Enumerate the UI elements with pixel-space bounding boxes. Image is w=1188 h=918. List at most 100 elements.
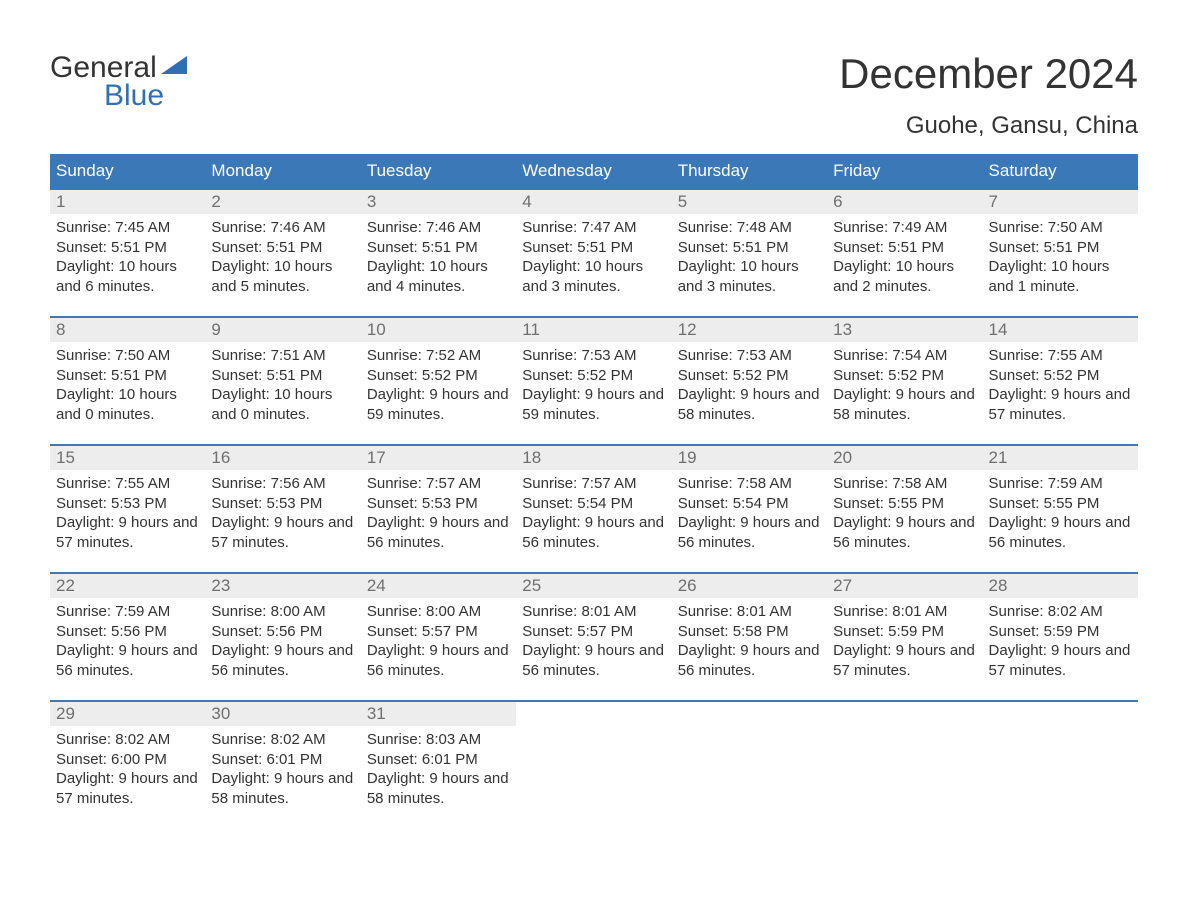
daylight-line: Daylight: 9 hours and 56 minutes. <box>833 513 976 552</box>
sunset-line: Sunset: 5:51 PM <box>367 238 510 258</box>
day-number: 7 <box>983 190 1138 214</box>
sunrise-line: Sunrise: 7:53 AM <box>522 346 665 366</box>
day-number: 20 <box>827 446 982 470</box>
day-cell: 7Sunrise: 7:50 AMSunset: 5:51 PMDaylight… <box>983 190 1138 302</box>
sunset-line: Sunset: 5:56 PM <box>211 622 354 642</box>
day-cell: 27Sunrise: 8:01 AMSunset: 5:59 PMDayligh… <box>827 574 982 686</box>
day-number: 15 <box>50 446 205 470</box>
sunrise-line: Sunrise: 8:00 AM <box>367 602 510 622</box>
week-row: 29Sunrise: 8:02 AMSunset: 6:00 PMDayligh… <box>50 700 1138 814</box>
sunrise-line: Sunrise: 7:48 AM <box>678 218 821 238</box>
sunrise-line: Sunrise: 8:00 AM <box>211 602 354 622</box>
week-row: 15Sunrise: 7:55 AMSunset: 5:53 PMDayligh… <box>50 444 1138 558</box>
day-number: 31 <box>361 702 516 726</box>
daylight-line: Daylight: 9 hours and 56 minutes. <box>211 641 354 680</box>
day-number: 22 <box>50 574 205 598</box>
day-body: Sunrise: 7:55 AMSunset: 5:52 PMDaylight:… <box>983 342 1138 430</box>
sunrise-line: Sunrise: 7:51 AM <box>211 346 354 366</box>
daylight-line: Daylight: 9 hours and 59 minutes. <box>522 385 665 424</box>
day-number: 28 <box>983 574 1138 598</box>
daylight-line: Daylight: 9 hours and 56 minutes. <box>989 513 1132 552</box>
day-cell: 6Sunrise: 7:49 AMSunset: 5:51 PMDaylight… <box>827 190 982 302</box>
day-body: Sunrise: 7:45 AMSunset: 5:51 PMDaylight:… <box>50 214 205 302</box>
daylight-line: Daylight: 10 hours and 1 minute. <box>989 257 1132 296</box>
day-body: Sunrise: 7:54 AMSunset: 5:52 PMDaylight:… <box>827 342 982 430</box>
day-cell: 22Sunrise: 7:59 AMSunset: 5:56 PMDayligh… <box>50 574 205 686</box>
sunset-line: Sunset: 5:53 PM <box>367 494 510 514</box>
sunset-line: Sunset: 5:59 PM <box>833 622 976 642</box>
day-cell: 21Sunrise: 7:59 AMSunset: 5:55 PMDayligh… <box>983 446 1138 558</box>
day-cell: 12Sunrise: 7:53 AMSunset: 5:52 PMDayligh… <box>672 318 827 430</box>
day-body: Sunrise: 8:01 AMSunset: 5:58 PMDaylight:… <box>672 598 827 686</box>
sunset-line: Sunset: 5:54 PM <box>678 494 821 514</box>
daylight-line: Daylight: 9 hours and 57 minutes. <box>989 641 1132 680</box>
logo-text-blue: Blue <box>50 81 187 111</box>
day-number: 23 <box>205 574 360 598</box>
calendar: Sunday Monday Tuesday Wednesday Thursday… <box>50 154 1138 814</box>
day-number: 6 <box>827 190 982 214</box>
sunrise-line: Sunrise: 7:59 AM <box>56 602 199 622</box>
day-body: Sunrise: 7:48 AMSunset: 5:51 PMDaylight:… <box>672 214 827 302</box>
sunset-line: Sunset: 6:01 PM <box>367 750 510 770</box>
day-body: Sunrise: 7:57 AMSunset: 5:53 PMDaylight:… <box>361 470 516 558</box>
day-cell: 11Sunrise: 7:53 AMSunset: 5:52 PMDayligh… <box>516 318 671 430</box>
sunset-line: Sunset: 5:51 PM <box>833 238 976 258</box>
day-number: 2 <box>205 190 360 214</box>
daylight-line: Daylight: 10 hours and 5 minutes. <box>211 257 354 296</box>
day-body: Sunrise: 7:50 AMSunset: 5:51 PMDaylight:… <box>983 214 1138 302</box>
day-body: Sunrise: 7:50 AMSunset: 5:51 PMDaylight:… <box>50 342 205 430</box>
day-body: Sunrise: 7:59 AMSunset: 5:55 PMDaylight:… <box>983 470 1138 558</box>
day-cell: 14Sunrise: 7:55 AMSunset: 5:52 PMDayligh… <box>983 318 1138 430</box>
sunset-line: Sunset: 5:51 PM <box>678 238 821 258</box>
sunrise-line: Sunrise: 7:53 AM <box>678 346 821 366</box>
day-number: 1 <box>50 190 205 214</box>
day-cell: 9Sunrise: 7:51 AMSunset: 5:51 PMDaylight… <box>205 318 360 430</box>
day-body: Sunrise: 7:52 AMSunset: 5:52 PMDaylight:… <box>361 342 516 430</box>
daylight-line: Daylight: 9 hours and 56 minutes. <box>522 641 665 680</box>
daylight-line: Daylight: 9 hours and 57 minutes. <box>989 385 1132 424</box>
sunset-line: Sunset: 5:54 PM <box>522 494 665 514</box>
sunset-line: Sunset: 5:53 PM <box>56 494 199 514</box>
daylight-line: Daylight: 10 hours and 3 minutes. <box>522 257 665 296</box>
sunset-line: Sunset: 5:53 PM <box>211 494 354 514</box>
sunrise-line: Sunrise: 8:02 AM <box>989 602 1132 622</box>
sunrise-line: Sunrise: 7:57 AM <box>367 474 510 494</box>
day-body: Sunrise: 8:00 AMSunset: 5:57 PMDaylight:… <box>361 598 516 686</box>
sunrise-line: Sunrise: 8:02 AM <box>56 730 199 750</box>
sunset-line: Sunset: 5:51 PM <box>211 238 354 258</box>
daylight-line: Daylight: 10 hours and 2 minutes. <box>833 257 976 296</box>
day-body: Sunrise: 7:53 AMSunset: 5:52 PMDaylight:… <box>672 342 827 430</box>
day-body: Sunrise: 8:00 AMSunset: 5:56 PMDaylight:… <box>205 598 360 686</box>
week-row: 22Sunrise: 7:59 AMSunset: 5:56 PMDayligh… <box>50 572 1138 686</box>
day-cell: 5Sunrise: 7:48 AMSunset: 5:51 PMDaylight… <box>672 190 827 302</box>
title-block: December 2024 Guohe, Gansu, China <box>839 50 1138 140</box>
day-cell: 26Sunrise: 8:01 AMSunset: 5:58 PMDayligh… <box>672 574 827 686</box>
day-body: Sunrise: 8:02 AMSunset: 6:01 PMDaylight:… <box>205 726 360 814</box>
day-body: Sunrise: 7:51 AMSunset: 5:51 PMDaylight:… <box>205 342 360 430</box>
day-cell: 25Sunrise: 8:01 AMSunset: 5:57 PMDayligh… <box>516 574 671 686</box>
sunset-line: Sunset: 5:51 PM <box>522 238 665 258</box>
day-header-thursday: Thursday <box>672 154 827 188</box>
day-number: 19 <box>672 446 827 470</box>
daylight-line: Daylight: 9 hours and 58 minutes. <box>833 385 976 424</box>
sunset-line: Sunset: 5:59 PM <box>989 622 1132 642</box>
day-number: 4 <box>516 190 671 214</box>
daylight-line: Daylight: 9 hours and 56 minutes. <box>367 641 510 680</box>
day-cell: 29Sunrise: 8:02 AMSunset: 6:00 PMDayligh… <box>50 702 205 814</box>
day-header-tuesday: Tuesday <box>361 154 516 188</box>
day-cell: 23Sunrise: 8:00 AMSunset: 5:56 PMDayligh… <box>205 574 360 686</box>
sunrise-line: Sunrise: 7:57 AM <box>522 474 665 494</box>
month-title: December 2024 <box>839 50 1138 98</box>
day-cell: 4Sunrise: 7:47 AMSunset: 5:51 PMDaylight… <box>516 190 671 302</box>
sunset-line: Sunset: 5:52 PM <box>833 366 976 386</box>
daylight-line: Daylight: 9 hours and 56 minutes. <box>522 513 665 552</box>
day-header-wednesday: Wednesday <box>516 154 671 188</box>
daylight-line: Daylight: 9 hours and 56 minutes. <box>56 641 199 680</box>
day-cell: 2Sunrise: 7:46 AMSunset: 5:51 PMDaylight… <box>205 190 360 302</box>
sunset-line: Sunset: 6:00 PM <box>56 750 199 770</box>
day-number: 9 <box>205 318 360 342</box>
day-header-friday: Friday <box>827 154 982 188</box>
sunrise-line: Sunrise: 7:58 AM <box>833 474 976 494</box>
sunset-line: Sunset: 5:51 PM <box>211 366 354 386</box>
daylight-line: Daylight: 10 hours and 4 minutes. <box>367 257 510 296</box>
